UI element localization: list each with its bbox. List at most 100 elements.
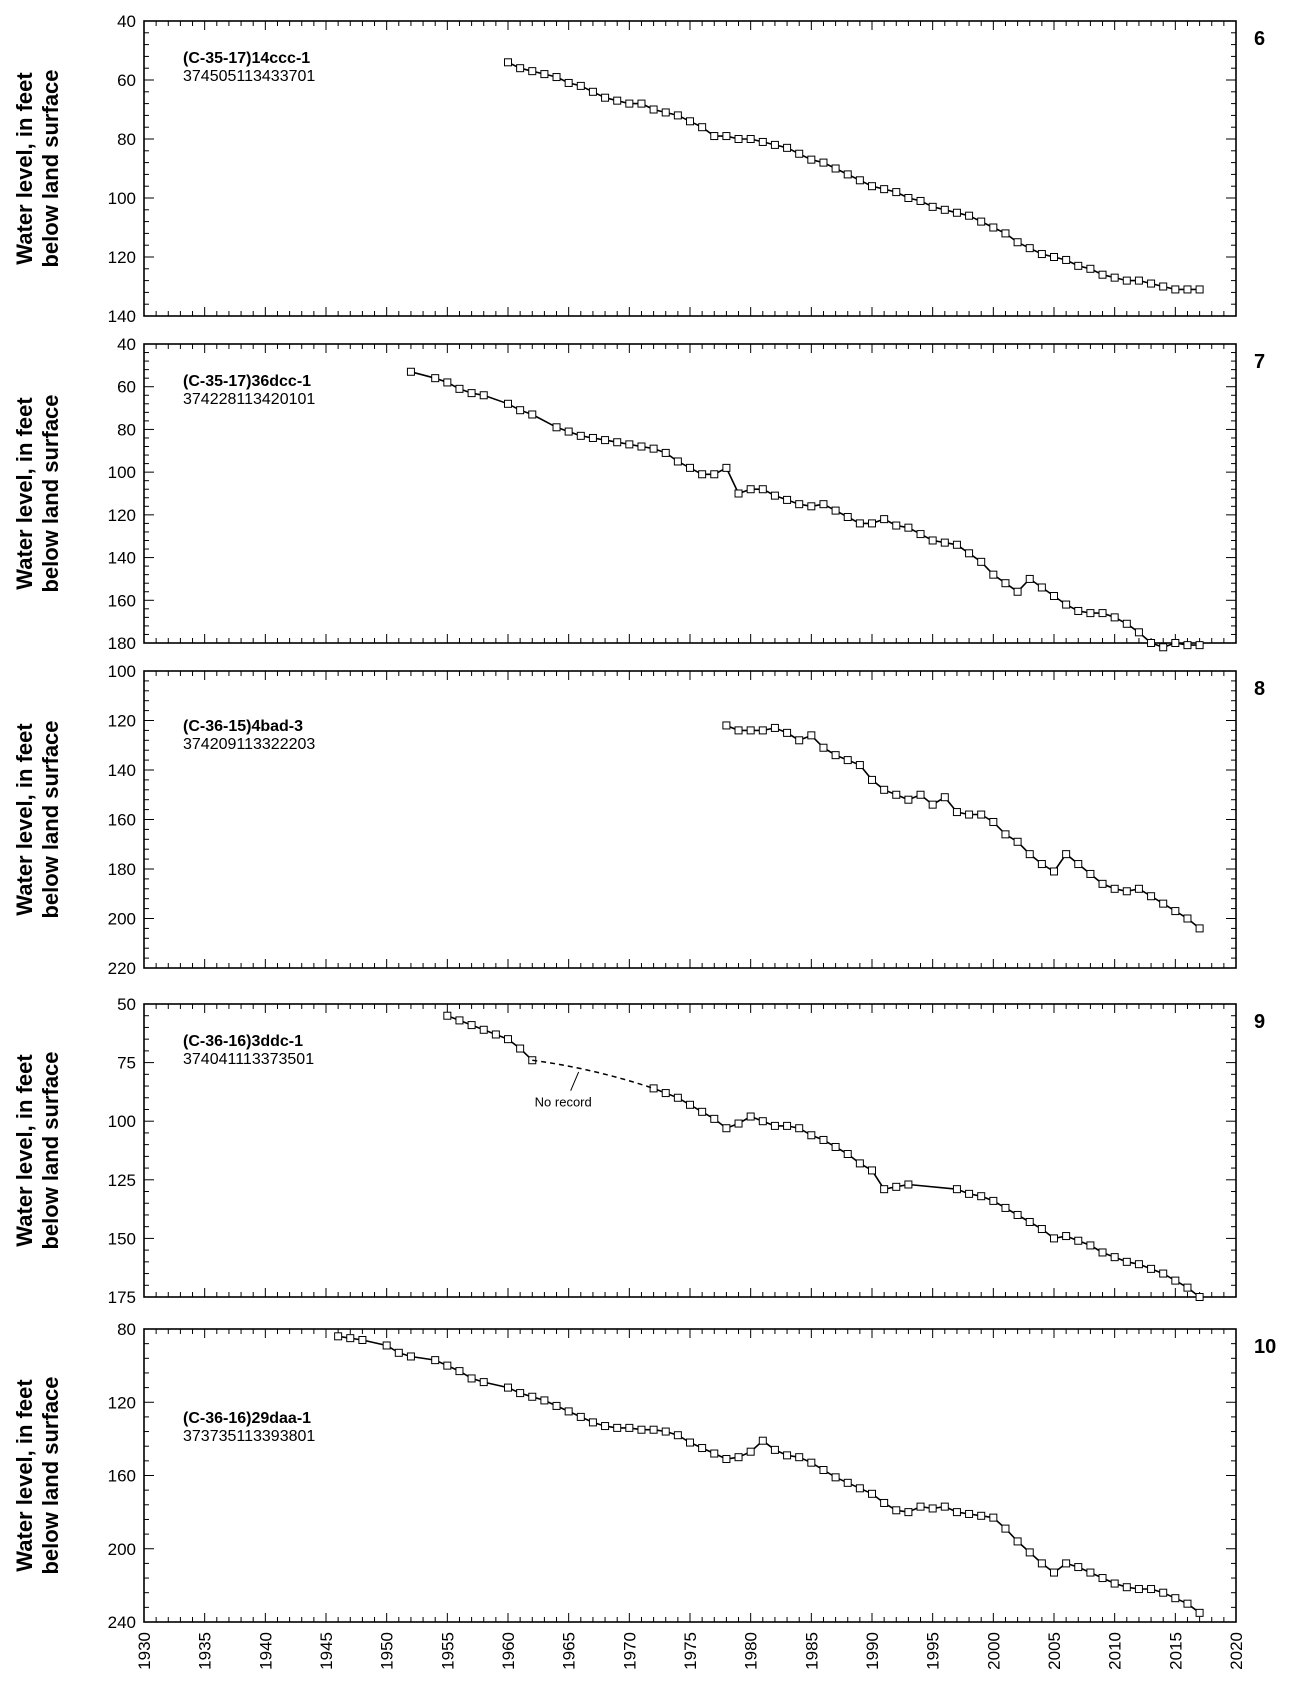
site-id: 374041113373501 (183, 1051, 314, 1068)
data-point (758, 137, 767, 146)
data-point (892, 188, 901, 197)
data-point (977, 217, 986, 226)
data-point (467, 1374, 476, 1383)
data-point (649, 105, 658, 114)
panel-number: 10 (1254, 1336, 1276, 1358)
data-point (819, 1135, 828, 1144)
data-point (807, 1131, 816, 1140)
data-point (819, 158, 828, 167)
data-point (431, 374, 440, 383)
data-point (1122, 619, 1131, 628)
data-point (710, 132, 719, 141)
data-point (722, 721, 731, 730)
data-point (892, 1506, 901, 1515)
data-point (1171, 285, 1180, 294)
data-point (880, 185, 889, 194)
data-point (1171, 1276, 1180, 1285)
y-tick-label: 175 (108, 1288, 136, 1307)
data-point (1025, 1548, 1034, 1557)
y-axis-label: below land surface (38, 1051, 63, 1249)
data-point (916, 790, 925, 799)
data-point (516, 1389, 525, 1398)
data-point (504, 58, 512, 67)
data-point (1050, 1568, 1058, 1577)
data-point (1050, 592, 1058, 601)
data-point (1062, 600, 1071, 609)
data-point (1013, 1210, 1022, 1219)
data-point (552, 423, 561, 432)
data-point (1147, 1264, 1156, 1273)
data-point (455, 1367, 464, 1376)
data-point (1025, 1217, 1034, 1226)
data-point (783, 495, 792, 504)
data-point (552, 1401, 561, 1410)
data-point (637, 1425, 646, 1434)
y-tick-label: 140 (108, 549, 136, 568)
data-point (758, 726, 767, 735)
data-point (843, 756, 852, 765)
x-tick-label: 1950 (378, 1632, 397, 1670)
well-name: (C-36-15)4bad-3 (183, 718, 303, 735)
data-point (965, 549, 974, 558)
data-point (965, 1189, 974, 1198)
y-tick-label: 180 (108, 634, 136, 653)
data-point (1098, 1248, 1107, 1257)
no-record-line (532, 1059, 654, 1090)
panel-number: 9 (1254, 1011, 1265, 1033)
data-point (1122, 276, 1131, 285)
data-point (443, 378, 452, 387)
data-point (1183, 285, 1192, 294)
y-axis-label: Water level, in feet (12, 72, 37, 265)
data-point (1183, 641, 1192, 650)
y-axis-label: Water level, in feet (12, 723, 37, 916)
data-point (455, 1016, 464, 1025)
data-point (1159, 282, 1168, 291)
data-point (770, 491, 779, 500)
data-point (431, 1356, 440, 1365)
series-line (337, 1335, 1201, 1614)
x-tick-label: 1945 (317, 1632, 336, 1670)
data-point (1134, 1585, 1143, 1594)
data-point (734, 489, 743, 498)
data-point (1001, 1524, 1010, 1533)
series-line (726, 724, 1201, 930)
data-point (504, 1035, 512, 1044)
data-point (1013, 837, 1022, 846)
panel-6: 40 60 80 100 120 140 Water level, in feet below… (12, 12, 1265, 326)
data-point (819, 743, 828, 752)
data-point (1098, 609, 1107, 618)
data-point (1195, 641, 1204, 650)
data-point (795, 1453, 804, 1462)
data-point (868, 182, 876, 191)
panel-number: 7 (1254, 351, 1265, 373)
data-point (698, 470, 707, 479)
data-point (904, 795, 913, 804)
data-point (977, 557, 986, 566)
data-point (795, 149, 804, 158)
data-point (516, 1044, 525, 1053)
data-point (819, 500, 828, 509)
data-point (1025, 850, 1034, 859)
data-point (965, 211, 974, 220)
data-point (880, 1498, 889, 1507)
data-point (649, 1084, 658, 1093)
data-point (1037, 860, 1046, 869)
data-point (1159, 1269, 1168, 1278)
data-point (576, 431, 585, 440)
data-point (552, 73, 561, 82)
data-point (1183, 1599, 1192, 1608)
data-point (952, 208, 961, 217)
x-tick-label: 1930 (135, 1632, 154, 1670)
data-point (406, 1352, 415, 1361)
data-point (1037, 1559, 1046, 1568)
x-tick-label: 1980 (742, 1632, 761, 1670)
data-point (613, 96, 622, 105)
data-point (734, 135, 743, 143)
data-point (1074, 860, 1083, 869)
y-axis-label: Water level, in feet (12, 397, 37, 590)
data-point (928, 536, 937, 545)
y-tick-label: 200 (108, 910, 136, 929)
y-tick-label: 150 (108, 1229, 136, 1248)
data-point (382, 1341, 391, 1350)
y-tick-label: 140 (108, 307, 136, 326)
